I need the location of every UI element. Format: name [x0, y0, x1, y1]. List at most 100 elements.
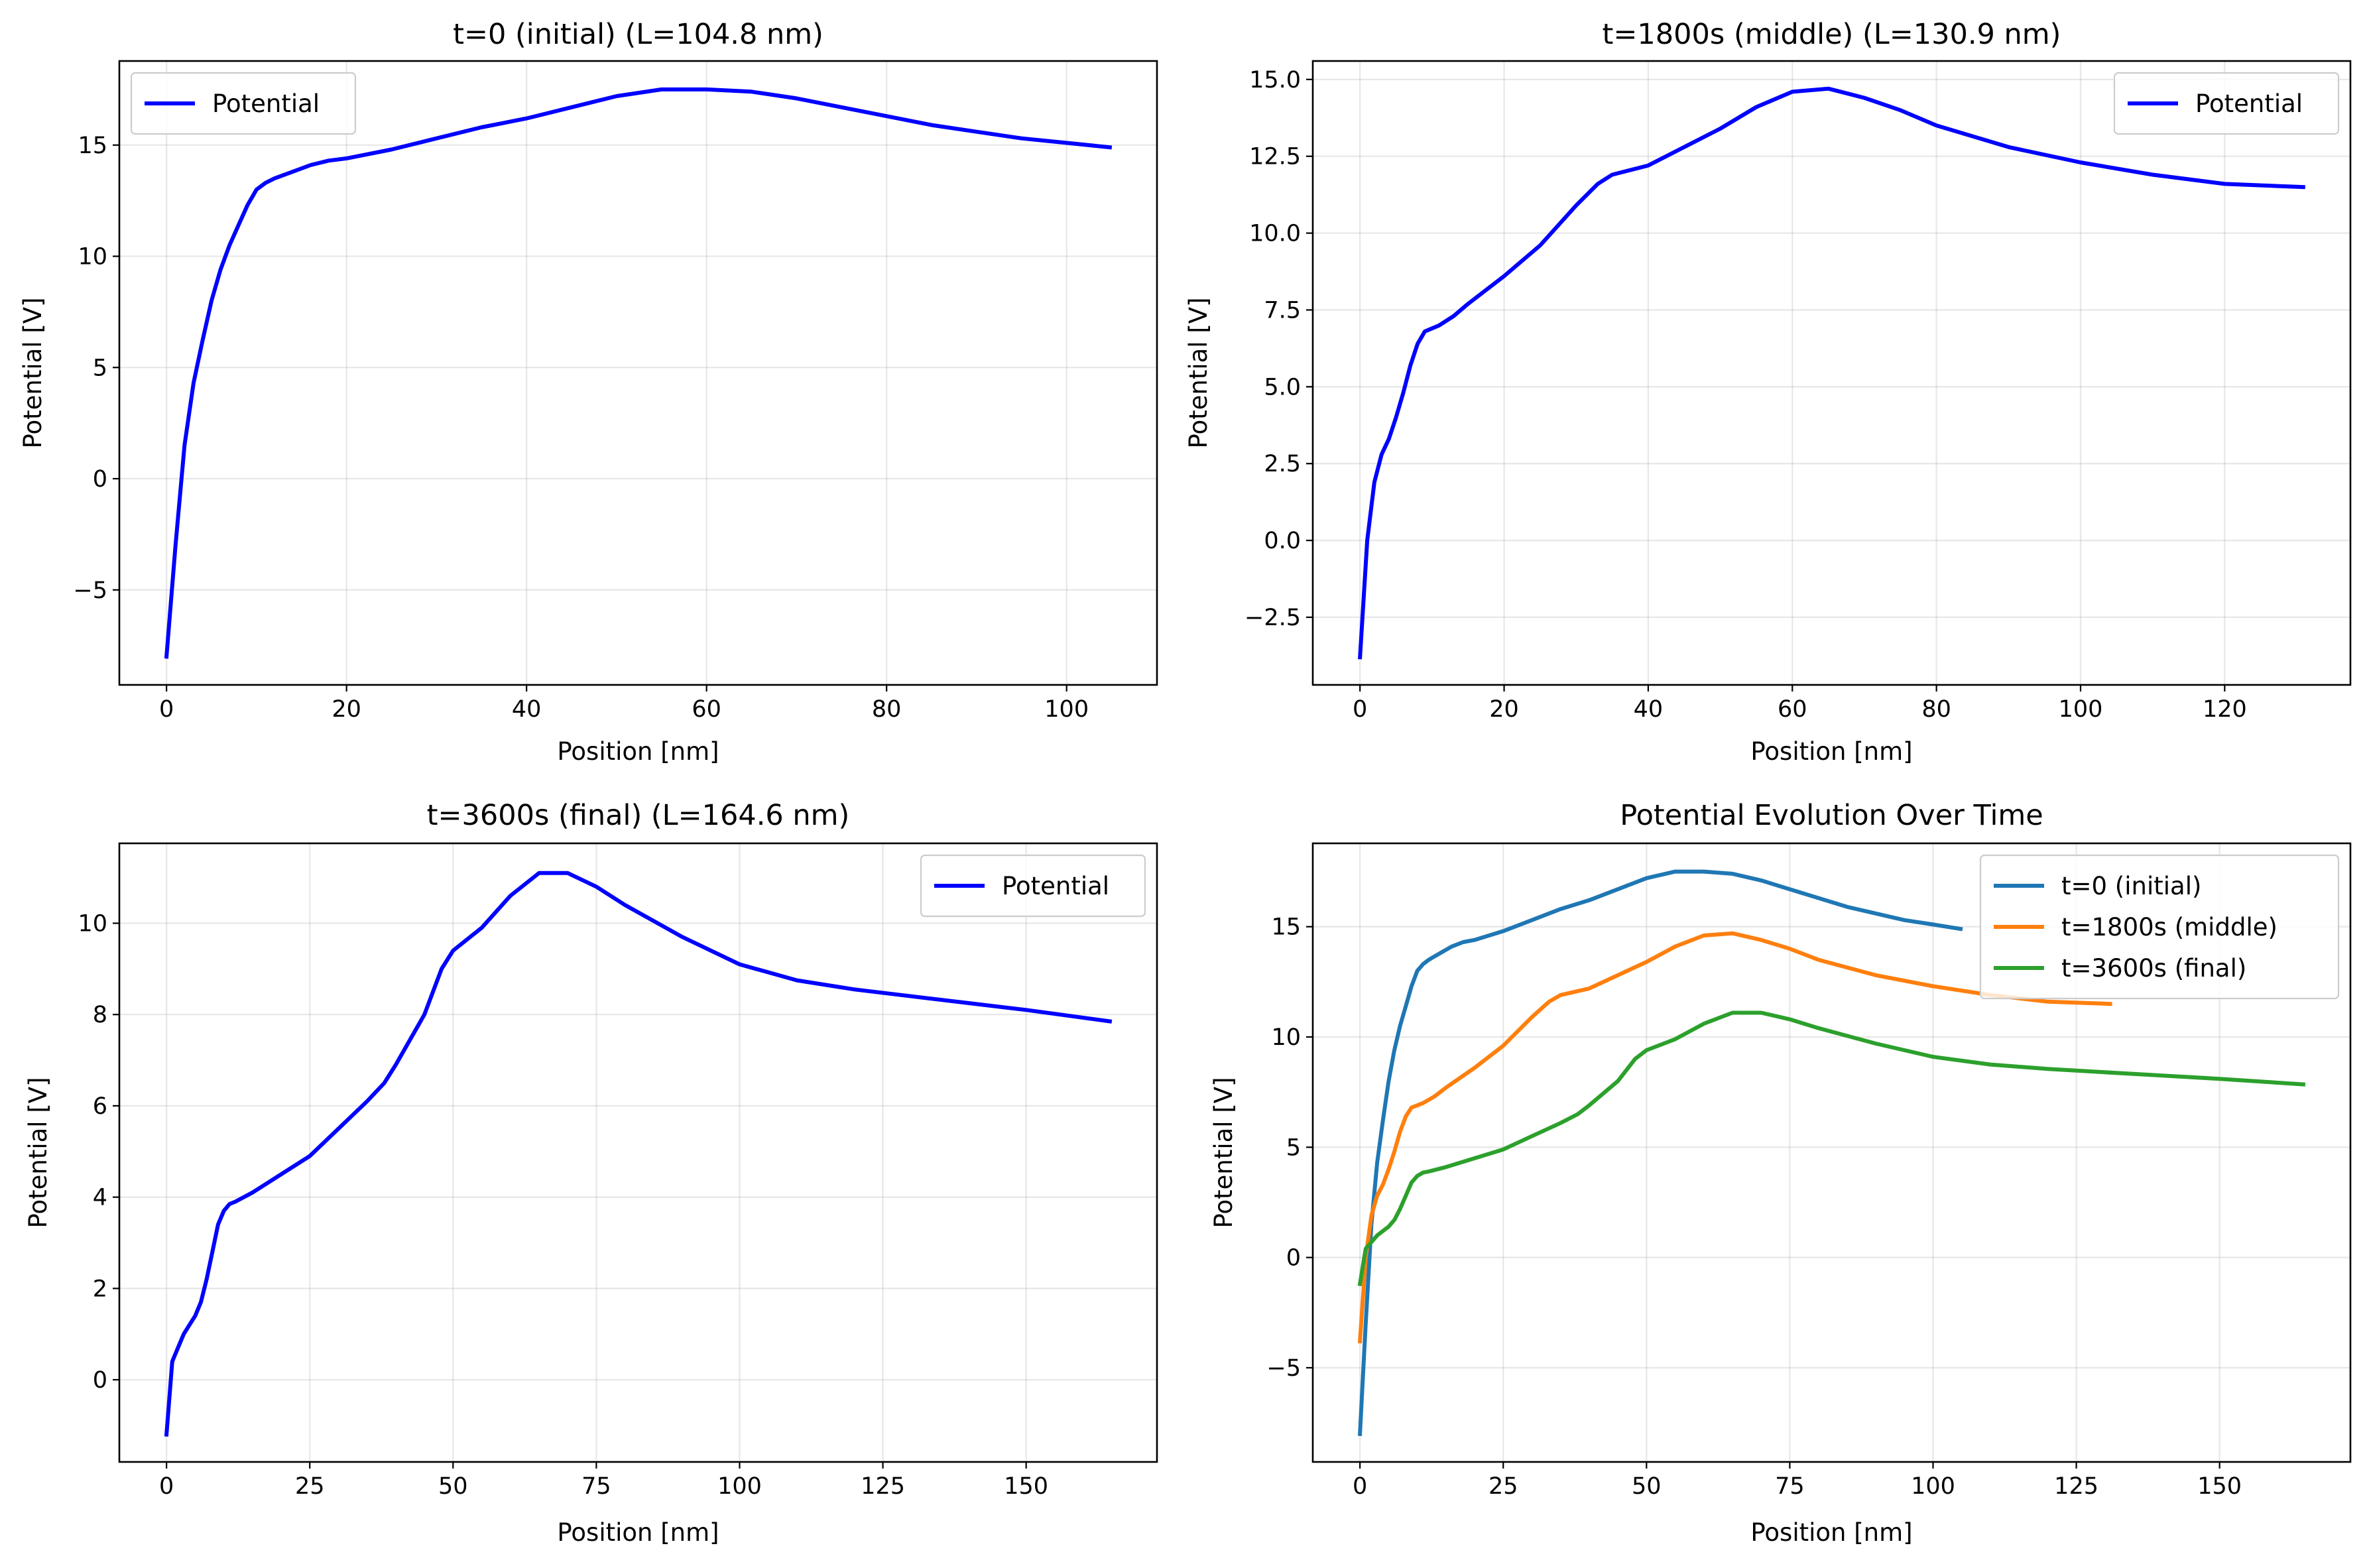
y-tick-label: −5 [73, 577, 107, 604]
legend-entry-label: t=0 (initial) [2061, 872, 2201, 900]
x-axis-label: Position [nm] [557, 1518, 719, 1547]
y-tick-label: 6 [93, 1093, 107, 1120]
y-tick-label: 12.5 [1249, 144, 1301, 170]
series-lines [1357, 869, 2306, 1436]
x-tick-label: 25 [1488, 1473, 1518, 1500]
x-tick-label: 75 [581, 1473, 611, 1500]
subplot-middle: 0 20 40 60 80 100 120 −2.5 0.0 2.5 5.0 7.5 10.0 12.5 1… [1184, 18, 2352, 766]
x-axis-label: Position [nm] [1750, 1518, 1912, 1547]
y-tick-label: 15 [78, 133, 107, 159]
x-tick-label: 40 [512, 696, 542, 723]
series-line [164, 87, 1113, 659]
y-axis-label: Potential [V] [1184, 297, 1213, 448]
x-tick-label: 25 [295, 1473, 325, 1500]
axes-frame [118, 842, 1158, 1463]
x-tick-label: 20 [332, 696, 361, 723]
x-axis-label: Position [nm] [557, 737, 719, 766]
axes-frame [1311, 842, 2352, 1463]
y-tick-label: 7.5 [1264, 297, 1301, 324]
y-tick-label: 15 [1271, 914, 1301, 941]
x-tick-label: 120 [2203, 696, 2247, 723]
series-lines [164, 87, 1113, 659]
axis-ticks: 0 20 40 60 80 100 −5 0 5 10 15 [73, 133, 1089, 723]
y-tick-label: 0.0 [1264, 528, 1301, 554]
axis-ticks: 0 25 50 75 100 125 150 0 2 4 6 8 10 [78, 910, 1048, 1500]
x-tick-label: 150 [1004, 1473, 1048, 1500]
y-tick-label: 10 [78, 244, 107, 271]
series-line [164, 871, 1113, 1437]
x-tick-label: 100 [1044, 696, 1089, 723]
y-tick-label: 0 [1286, 1245, 1301, 1272]
legend-box [2113, 72, 2340, 135]
series-line [1357, 931, 2112, 1344]
x-tick-label: 150 [2197, 1473, 2242, 1500]
legend-entry-label: Potential [1002, 872, 1109, 900]
y-tick-label: −5 [1266, 1355, 1301, 1382]
x-tick-label: 0 [159, 696, 174, 723]
x-tick-label: 40 [1634, 696, 1664, 723]
subplot-title: Potential Evolution Over Time [1620, 799, 2043, 832]
x-axis-label: Position [nm] [1750, 737, 1912, 766]
subplot-final: 0 25 50 75 100 125 150 0 2 4 6 8 10 t=3600s (final) … [24, 799, 1158, 1547]
legend: t=0 (initial) t=1800s (middle) t=3600s (fi… [1979, 854, 2340, 1000]
subplot-title: t=1800s (middle) (L=130.9 nm) [1603, 18, 2061, 51]
y-tick-label: 10 [1271, 1024, 1301, 1051]
y-tick-label: 10 [78, 910, 107, 937]
x-tick-label: 125 [861, 1473, 905, 1500]
legend-entry-label: t=3600s (final) [2061, 954, 2246, 983]
x-tick-label: 80 [1921, 696, 1951, 723]
grid-lines [119, 61, 1157, 685]
y-tick-label: 2 [93, 1276, 107, 1302]
y-axis-label: Potential [V] [1209, 1077, 1238, 1228]
legend: Potential [2113, 72, 2340, 135]
x-tick-label: 60 [1778, 696, 1807, 723]
legend: Potential [130, 72, 357, 135]
x-tick-label: 100 [2059, 696, 2103, 723]
y-tick-label: 5.0 [1264, 374, 1301, 400]
subplot-evolution: 0 25 50 75 100 125 150 −5 0 5 10 15 Potential Evolu… [1209, 799, 2352, 1547]
y-tick-label: −2.5 [1244, 605, 1301, 631]
series-lines [164, 871, 1113, 1437]
series-lines [1358, 86, 2305, 660]
y-tick-label: 0 [93, 466, 107, 493]
axis-ticks: 0 20 40 60 80 100 120 −2.5 0.0 2.5 5.0 7.5 10.0 12.5 1… [1244, 67, 2247, 723]
legend-entry-label: t=1800s (middle) [2061, 913, 2277, 941]
legend-entry-label: Potential [2195, 90, 2303, 118]
series-line [1357, 1010, 2306, 1287]
x-tick-label: 50 [438, 1473, 468, 1500]
series-line [1358, 86, 2305, 660]
x-tick-label: 0 [159, 1473, 174, 1500]
x-tick-label: 0 [1353, 1473, 1367, 1500]
subplot-title: t=3600s (final) (L=164.6 nm) [427, 799, 850, 832]
grid-lines [1313, 843, 2350, 1462]
subplot-initial: 0 20 40 60 80 100 −5 0 5 10 15 t=0 (initial) (L=10… [19, 18, 1158, 766]
x-tick-label: 20 [1489, 696, 1519, 723]
subplot-title: t=0 (initial) (L=104.8 nm) [453, 18, 823, 51]
y-tick-label: 5 [1286, 1134, 1301, 1161]
y-tick-label: 10.0 [1249, 221, 1301, 247]
y-axis-label: Potential [V] [19, 297, 47, 448]
x-tick-label: 100 [1911, 1473, 1955, 1500]
x-tick-label: 75 [1775, 1473, 1805, 1500]
axes-frame [118, 60, 1158, 686]
x-tick-label: 100 [717, 1473, 762, 1500]
legend-box [920, 854, 1146, 918]
y-tick-label: 8 [93, 1002, 107, 1028]
y-tick-label: 15.0 [1249, 67, 1301, 93]
x-tick-label: 0 [1353, 696, 1367, 723]
axes-frame [1311, 60, 2352, 686]
series-line [1357, 869, 1963, 1436]
legend: Potential [920, 854, 1146, 918]
legend-box [1979, 854, 2340, 1000]
x-tick-label: 125 [2054, 1473, 2098, 1500]
legend-box [130, 72, 357, 135]
y-tick-label: 2.5 [1264, 451, 1301, 477]
x-tick-label: 50 [1632, 1473, 1662, 1500]
y-tick-label: 0 [93, 1367, 107, 1394]
legend-entry-label: Potential [212, 90, 320, 118]
grid-lines [119, 843, 1157, 1462]
y-tick-label: 4 [93, 1185, 107, 1211]
x-tick-label: 60 [692, 696, 721, 723]
